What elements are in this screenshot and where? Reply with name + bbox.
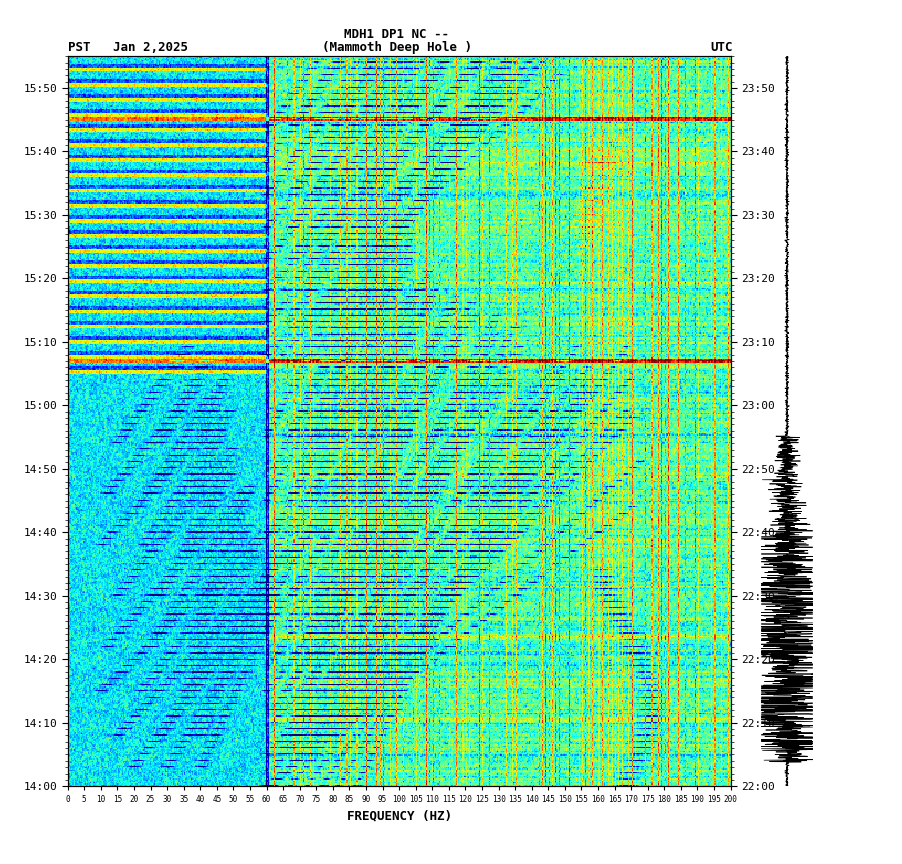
Text: UTC: UTC [710, 41, 732, 54]
Text: PST   Jan 2,2025: PST Jan 2,2025 [68, 41, 188, 54]
Text: MDH1 DP1 NC --: MDH1 DP1 NC -- [345, 28, 449, 41]
X-axis label: FREQUENCY (HZ): FREQUENCY (HZ) [346, 810, 452, 823]
Text: (Mammoth Deep Hole ): (Mammoth Deep Hole ) [322, 41, 472, 54]
